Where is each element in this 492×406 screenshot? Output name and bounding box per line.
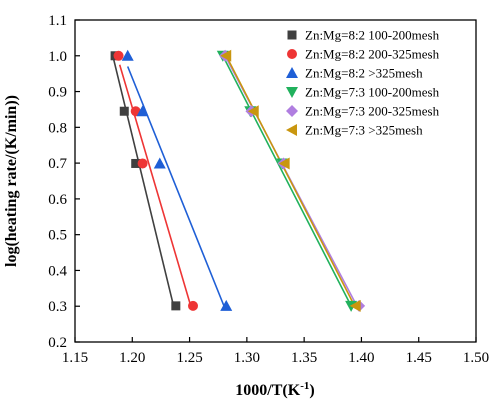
fit-line-series-4 [222, 55, 352, 307]
data-point-series-3 [121, 49, 134, 61]
data-point-series-2 [188, 300, 199, 311]
fit-lines [112, 55, 358, 307]
data-point-series-3 [220, 299, 233, 311]
legend: Zn:Mg=8:2 100-200mesh Zn:Mg=8:2 200-325me… [286, 28, 440, 138]
y-tick-label: 0.8 [48, 120, 67, 136]
legend-marker-series-6 [286, 124, 297, 136]
data-point-series-3 [136, 105, 149, 117]
x-tick-label: 1.45 [406, 350, 432, 366]
fit-line-series-2 [118, 64, 192, 307]
x-tick-label: 1.30 [234, 350, 260, 366]
data-point-series-3 [153, 157, 166, 169]
fit-line-series-1 [112, 55, 175, 307]
y-tick-label: 0.4 [48, 263, 67, 279]
y-tick-label: 0.2 [48, 335, 67, 351]
data-point-series-1 [119, 106, 129, 116]
x-tick-label: 1.25 [176, 350, 202, 366]
data-markers [110, 49, 366, 312]
data-point-series-1 [171, 301, 181, 311]
data-point-series-1 [131, 158, 141, 168]
data-point-series-6 [247, 105, 259, 118]
y-tick-label: 0.5 [48, 228, 67, 244]
y-tick-label: 0.7 [48, 156, 67, 172]
x-axis-title: 1000/T(K-1) [235, 380, 314, 399]
legend-marker-series-4 [286, 87, 298, 98]
legend-label: Zn:Mg=8:2 200-325mesh [305, 47, 440, 62]
x-tick-label: 1.35 [291, 350, 317, 366]
y-tick-label: 0.3 [48, 299, 67, 315]
data-point-series-2 [137, 158, 148, 169]
y-axis-title: log(heating rate/(K/min)) [3, 95, 20, 267]
legend-marker-series-5 [286, 105, 298, 117]
x-tick-label: 1.20 [119, 350, 145, 366]
y-tick-label: 1.1 [48, 13, 67, 29]
y-tick-label: 0.6 [48, 192, 67, 208]
fit-line-series-3 [126, 66, 225, 307]
data-point-series-2 [113, 50, 124, 61]
axis-ticks: 1.15 1.20 1.25 1.30 1.35 1.40 1.45 1.50 0.2 0.3 0.… [48, 13, 489, 366]
plot-frame [74, 19, 477, 343]
legend-label: Zn:Mg=7:3 >325mesh [305, 123, 423, 138]
fit-line-series-6 [225, 55, 356, 307]
legend-label: Zn:Mg=7:3 200-325mesh [305, 104, 440, 119]
legend-label: Zn:Mg=8:2 >325mesh [305, 66, 423, 81]
legend-label: Zn:Mg=7:3 100-200mesh [305, 85, 440, 100]
data-point-series-6 [278, 157, 290, 170]
data-point-series-6 [349, 299, 361, 312]
y-tick-label: 1.0 [48, 49, 67, 65]
legend-marker-series-2 [287, 49, 297, 59]
x-tick-label: 1.15 [62, 350, 88, 366]
legend-marker-series-1 [287, 30, 297, 40]
data-point-series-6 [220, 49, 232, 62]
x-tick-label: 1.40 [348, 350, 374, 366]
legend-marker-series-3 [286, 67, 298, 78]
y-tick-label: 0.9 [48, 85, 67, 101]
x-tick-label: 1.50 [463, 350, 489, 366]
legend-label: Zn:Mg=8:2 100-200mesh [305, 28, 440, 43]
